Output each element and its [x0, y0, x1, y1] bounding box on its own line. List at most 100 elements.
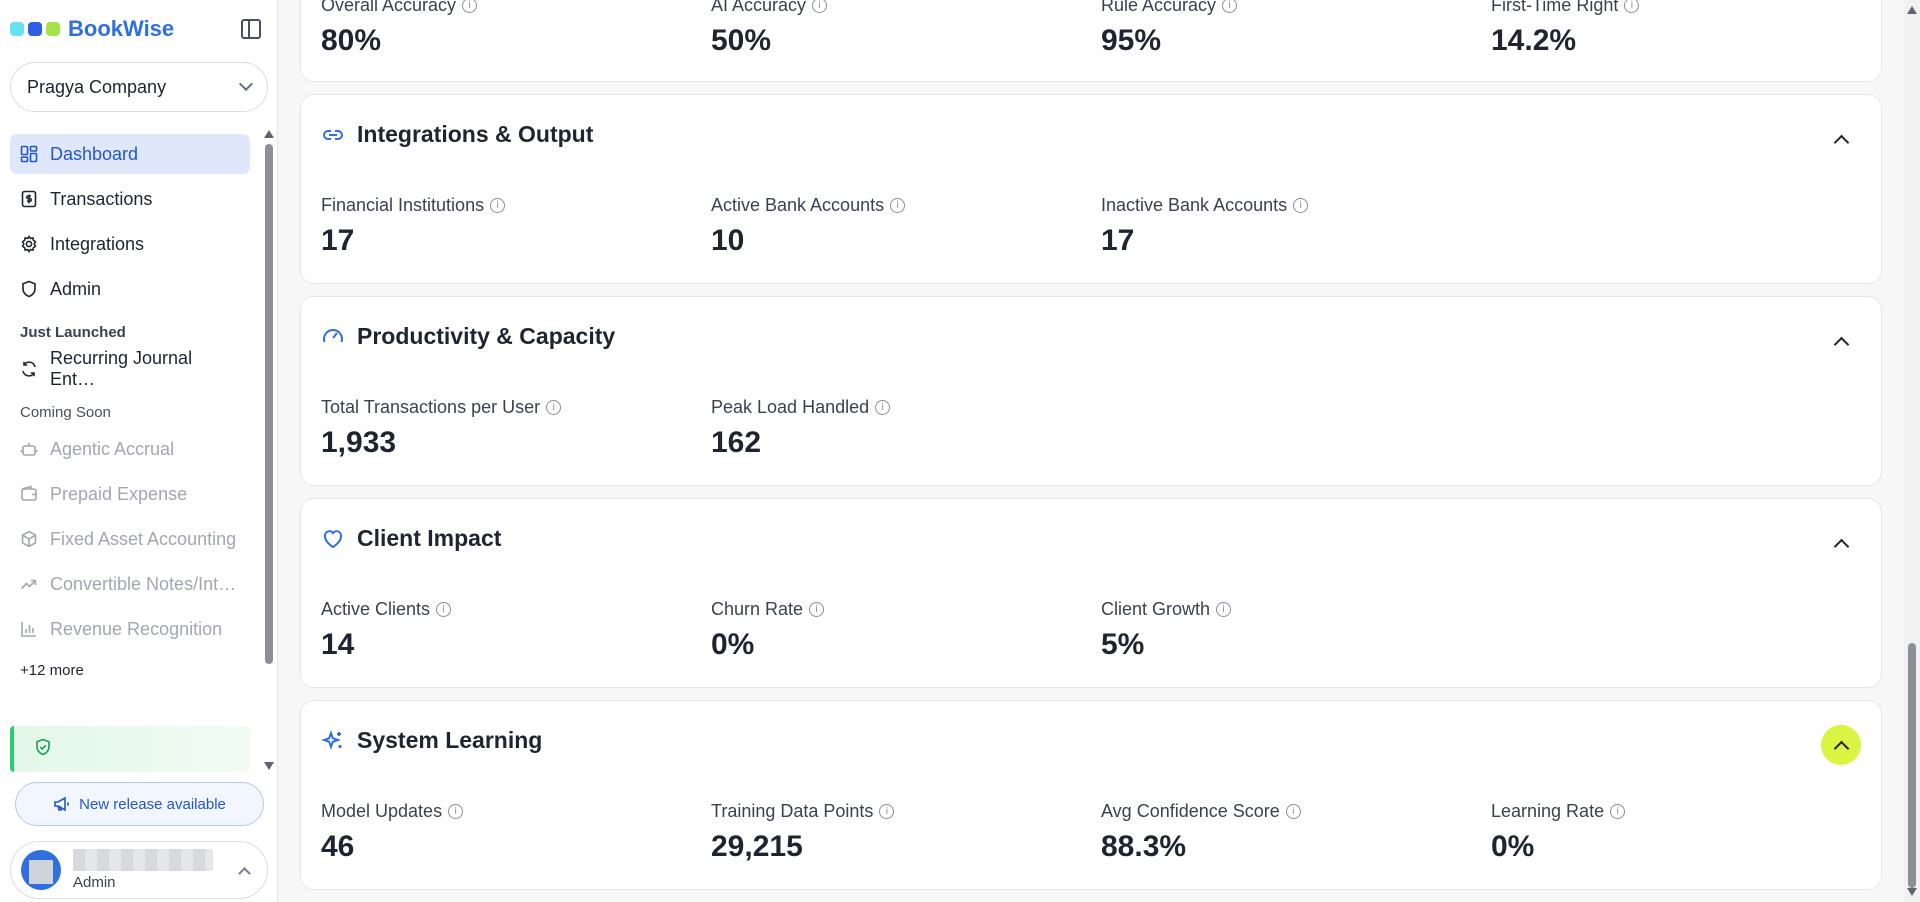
- release-label: New release available: [79, 795, 226, 813]
- info-icon[interactable]: i: [1610, 804, 1626, 819]
- metric-value: 80%: [321, 24, 382, 57]
- metric-learning-rate: Learning Rate i 0%: [1491, 801, 1626, 864]
- info-icon[interactable]: i: [1216, 602, 1232, 617]
- info-icon[interactable]: i: [436, 602, 452, 617]
- client-impact-card: Client Impact Active Clients i 14 Churn R…: [300, 498, 1882, 688]
- info-icon[interactable]: i: [1222, 0, 1238, 13]
- integrations-card: Integrations & Output Financial Institut…: [300, 94, 1882, 284]
- trending-icon: [20, 575, 38, 593]
- sidebar-scrollbar[interactable]: [264, 130, 274, 770]
- metric-label: Overall Accuracy: [321, 0, 457, 15]
- scroll-down-icon[interactable]: [264, 762, 274, 770]
- metric-churn-rate: Churn Rate i 0%: [711, 599, 825, 662]
- card-title: Integrations & Output: [357, 121, 594, 147]
- user-menu[interactable]: Admin: [10, 841, 268, 899]
- page-scrollbar[interactable]: [1904, 0, 1920, 902]
- chevron-up-icon: [1833, 538, 1849, 554]
- metric-value: 95%: [1101, 24, 1162, 57]
- scroll-down-icon[interactable]: [1907, 888, 1917, 896]
- sidebar-item-label: Agentic Accrual: [50, 438, 175, 459]
- chevron-up-icon: [1833, 134, 1849, 150]
- company-selector[interactable]: Pragya Company: [10, 62, 268, 112]
- sidebar-item-convertible-notes: Convertible Notes/Int…: [10, 564, 250, 604]
- metric-value: 1,933: [321, 426, 397, 459]
- scroll-thumb[interactable]: [265, 144, 273, 664]
- sidebar-item-label: Dashboard: [50, 143, 139, 164]
- metric-label: Avg Confidence Score: [1101, 801, 1280, 821]
- scroll-thumb[interactable]: [1908, 643, 1916, 888]
- metric-active-clients: Active Clients i 14: [321, 599, 452, 662]
- sparkles-icon: [321, 729, 342, 750]
- metric-label: Training Data Points: [711, 801, 874, 821]
- productivity-card: Productivity & Capacity Total Transactio…: [300, 296, 1882, 486]
- dashboard-icon: [20, 145, 38, 163]
- sidebar-item-admin[interactable]: Admin: [10, 269, 250, 309]
- info-icon[interactable]: i: [546, 400, 562, 415]
- sidebar-item-agentic-accrual: Agentic Accrual: [10, 429, 250, 469]
- shield-check-icon: [34, 738, 52, 761]
- sidebar-nav: Dashboard Transactions Integrations Admi…: [10, 134, 250, 687]
- info-icon[interactable]: i: [490, 198, 506, 213]
- sidebar-item-label: Admin: [50, 278, 102, 299]
- link-icon: [323, 129, 343, 140]
- new-release-button[interactable]: New release available: [15, 782, 264, 826]
- sidebar-item-prepaid-expense: Prepaid Expense: [10, 474, 250, 514]
- info-icon[interactable]: i: [448, 804, 464, 819]
- metric-model-updates: Model Updates i 46: [321, 801, 464, 864]
- info-icon[interactable]: i: [1624, 0, 1640, 13]
- collapse-button[interactable]: [1821, 321, 1861, 361]
- shield-icon: [20, 280, 38, 298]
- sidebar-item-dashboard[interactable]: Dashboard: [10, 134, 250, 174]
- sidebar-item-revenue-recognition: Revenue Recognition: [10, 609, 250, 649]
- info-icon[interactable]: i: [1293, 198, 1309, 213]
- info-icon[interactable]: i: [1285, 804, 1301, 819]
- metric-label: Inactive Bank Accounts: [1101, 195, 1288, 215]
- section-heading-just-launched: Just Launched: [20, 324, 126, 341]
- sidebar-item-label: Integrations: [50, 233, 145, 254]
- metric-label: Active Clients: [321, 599, 431, 619]
- collapse-button[interactable]: [1821, 523, 1861, 563]
- metric-overall-accuracy: Overall Accuracy i 80%: [321, 0, 478, 58]
- brand-logo[interactable]: BookWise: [10, 14, 174, 44]
- metric-training-data-points: Training Data Points i 29,215: [711, 801, 895, 864]
- sidebar-item-fixed-asset: Fixed Asset Accounting: [10, 519, 250, 559]
- sidebar-toggle-icon[interactable]: [241, 19, 261, 39]
- sidebar-item-transactions[interactable]: Transactions: [10, 179, 250, 219]
- sidebar-item-label: Transactions: [50, 188, 153, 209]
- megaphone-icon: [54, 796, 70, 812]
- sidebar-item-label: Convertible Notes/Int…: [50, 573, 237, 594]
- metric-value: 17: [1101, 224, 1135, 257]
- info-icon[interactable]: i: [890, 198, 906, 213]
- sidebar-item-integrations[interactable]: Integrations: [10, 224, 250, 264]
- metric-value: 29,215: [711, 830, 803, 863]
- metric-label: Churn Rate: [711, 599, 804, 619]
- sidebar-item-label: Prepaid Expense: [50, 483, 188, 504]
- info-icon[interactable]: i: [812, 0, 828, 13]
- sidebar-item-label: Revenue Recognition: [50, 618, 223, 639]
- metric-label: Client Growth: [1101, 599, 1211, 619]
- card-title: Productivity & Capacity: [357, 323, 616, 349]
- card-header: Client Impact: [321, 525, 501, 552]
- collapse-button[interactable]: [1821, 119, 1861, 159]
- card-title: System Learning: [357, 727, 543, 753]
- metric-transactions-per-user: Total Transactions per User i 1,933: [321, 397, 562, 460]
- info-icon[interactable]: i: [462, 0, 478, 13]
- dollar-doc-icon: [20, 190, 38, 208]
- scroll-up-icon[interactable]: [264, 130, 274, 138]
- security-banner[interactable]: [10, 726, 250, 772]
- info-icon[interactable]: i: [875, 400, 891, 415]
- sidebar-item-recurring-journal[interactable]: Recurring Journal Ent…: [10, 348, 250, 389]
- collapse-button[interactable]: [1821, 725, 1861, 765]
- metric-label: Active Bank Accounts: [711, 195, 885, 215]
- metric-client-growth: Client Growth i 5%: [1101, 599, 1232, 662]
- info-icon[interactable]: i: [809, 602, 825, 617]
- section-heading-coming-soon: Coming Soon: [20, 404, 111, 421]
- info-icon[interactable]: i: [879, 804, 895, 819]
- more-link[interactable]: +12 more: [20, 662, 84, 679]
- accuracy-card: Overall Accuracy i 80% AI Accuracy i 50% R…: [300, 0, 1882, 82]
- brand-name: BookWise: [68, 16, 175, 41]
- scroll-up-icon[interactable]: [1907, 6, 1917, 14]
- metric-first-time-right: First-Time Right i 14.2%: [1491, 0, 1640, 58]
- system-learning-card: System Learning Model Updates i 46 Traini…: [300, 700, 1882, 890]
- metric-value: 17: [321, 224, 355, 257]
